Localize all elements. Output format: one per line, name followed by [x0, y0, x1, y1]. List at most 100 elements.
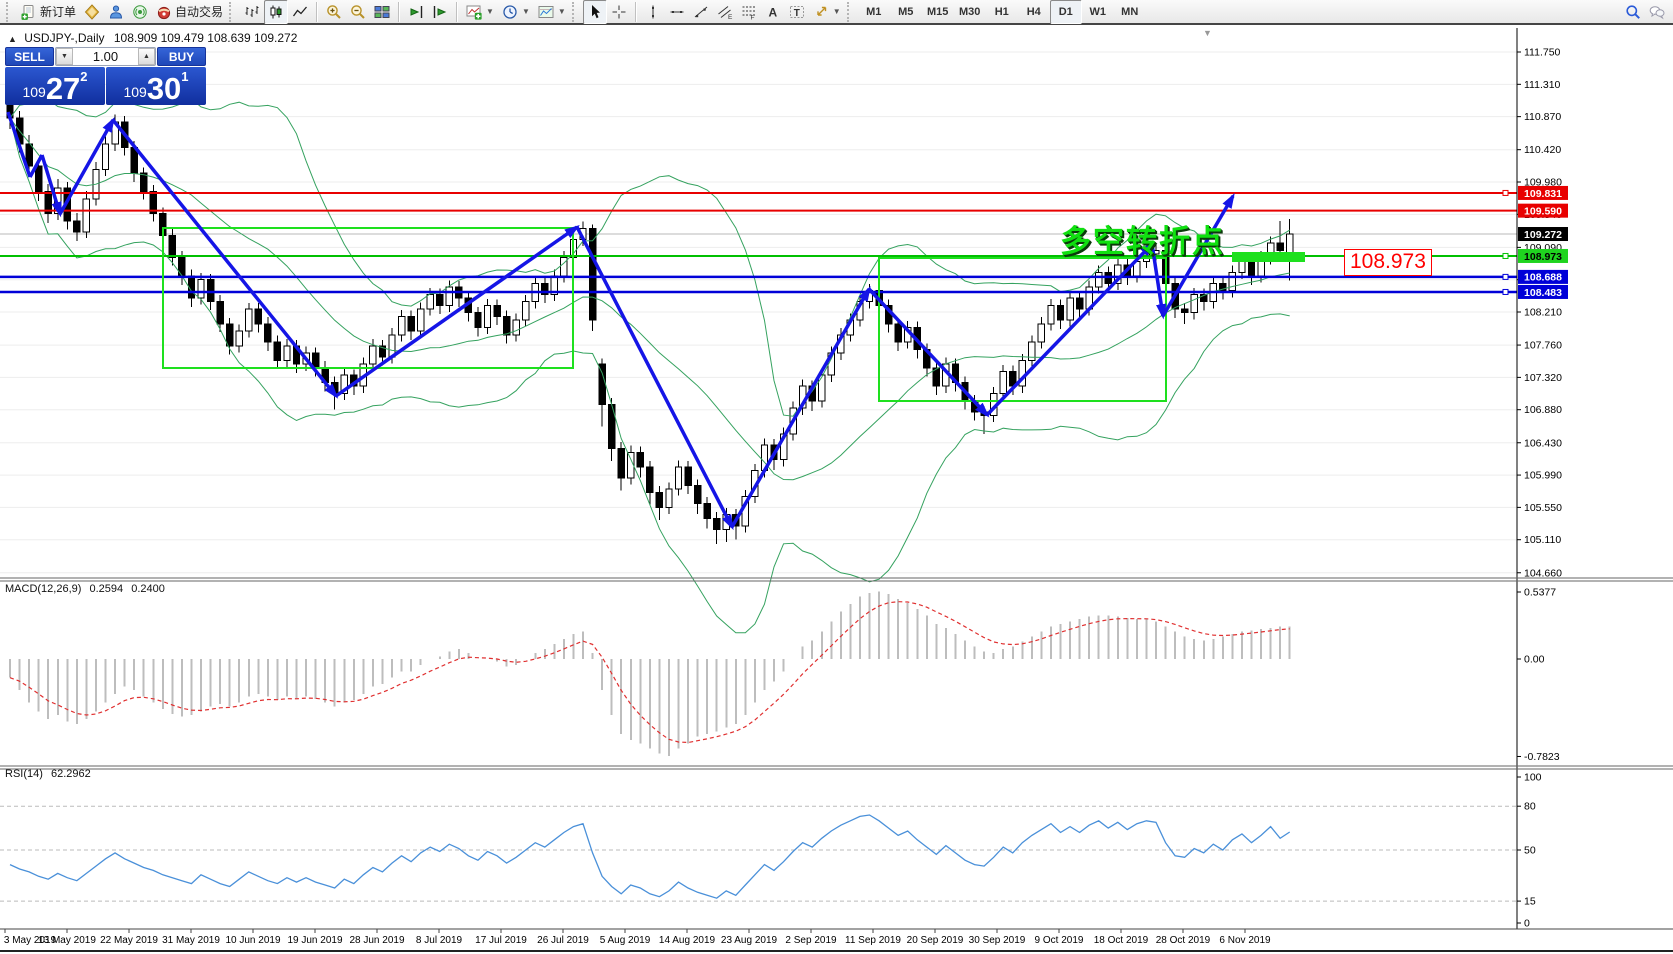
timeframe-button-H4[interactable]: H4 [1026, 5, 1041, 18]
chat-icon [1649, 5, 1665, 19]
trend-arrow[interactable] [730, 285, 871, 528]
trend-arrow[interactable] [334, 224, 580, 398]
chart-annotation-text[interactable]: 多空转折点 [1060, 224, 1225, 259]
timeframe-button-H1[interactable]: H1 [994, 5, 1009, 18]
channel-button[interactable]: E [713, 0, 737, 24]
axis-price-label-text: 108.973 [1524, 251, 1562, 263]
templates-button[interactable]: ▼ [534, 0, 570, 24]
trendline-button[interactable] [689, 0, 713, 24]
hline-handle[interactable] [1502, 189, 1509, 196]
toolbar-separator [316, 1, 319, 22]
timeframe-button-M15[interactable]: M15 [927, 5, 949, 18]
text-button[interactable]: A [761, 0, 785, 24]
auto-scroll-button[interactable] [404, 0, 428, 24]
sell-button[interactable]: SELL [5, 47, 54, 66]
bollinger-band [9, 117, 1290, 481]
tile-windows-button[interactable] [370, 0, 394, 24]
arrows-button[interactable]: ▼ [809, 0, 845, 24]
market-watch-button[interactable] [104, 0, 128, 24]
bar-chart-button[interactable] [240, 0, 264, 24]
candle-body [1028, 341, 1036, 361]
volume-up-button[interactable]: ▲ [138, 48, 155, 65]
toolbar-separator [456, 1, 459, 22]
chart-area[interactable]: 111.750 111.310 110.870 110.420 109.980 109.5… [0, 27, 1673, 954]
candle-body [693, 484, 702, 505]
zoom-out-button[interactable] [346, 0, 370, 24]
date-label: 11 Sep 2019 [845, 935, 901, 946]
data-window-button[interactable] [80, 0, 104, 24]
timeframe-button-M5[interactable]: M5 [898, 5, 914, 18]
range-box[interactable] [162, 227, 574, 369]
trend-arrow[interactable] [40, 154, 62, 218]
hline-handle[interactable] [1502, 273, 1509, 280]
fibo-button[interactable]: F [737, 0, 761, 24]
trend-arrow[interactable] [985, 241, 1155, 417]
date-label: 18 Oct 2019 [1094, 935, 1149, 946]
timeframe-button-MN[interactable]: MN [1121, 5, 1139, 18]
chart-shift-button[interactable] [428, 0, 452, 24]
cursor-button[interactable] [582, 0, 607, 24]
timeframe-button-D1[interactable]: D1 [1049, 0, 1082, 24]
candle-body [369, 345, 377, 365]
line-chart-button[interactable] [288, 0, 312, 24]
highlight-bar[interactable] [1232, 252, 1305, 262]
range-box[interactable] [878, 257, 1167, 402]
volume-input[interactable] [73, 48, 138, 65]
cursor-icon [591, 4, 600, 18]
label-button[interactable]: T [785, 0, 809, 24]
candle-body [407, 315, 415, 332]
vline-button[interactable] [641, 0, 665, 24]
volume-down-button[interactable]: ▼ [56, 48, 73, 65]
hline-handle[interactable] [1502, 288, 1509, 295]
axis-price-label-text: 109.590 [1524, 205, 1562, 217]
trend-arrow[interactable] [28, 154, 44, 178]
new-order-button[interactable]: 新订单 [17, 0, 80, 24]
indicators-button[interactable]: ▼ [462, 0, 498, 24]
candlestick-chart-button[interactable] [264, 0, 289, 24]
candle-body [522, 301, 530, 321]
candle-body [1056, 304, 1065, 321]
signals-button[interactable] [128, 0, 152, 24]
price-tick-label: 108.210 [1524, 307, 1562, 319]
rsi-tick-label: 80 [1524, 801, 1536, 813]
search-button[interactable] [1621, 0, 1645, 24]
sell-price-display[interactable]: 109 27 2 [5, 67, 105, 105]
collapse-triangle-icon[interactable]: ▲ [8, 34, 17, 44]
candle-body [264, 323, 272, 343]
candle-body [493, 304, 501, 317]
price-tick-label: 107.320 [1524, 372, 1562, 384]
trend-arrow[interactable] [1161, 192, 1235, 317]
trend-arrow[interactable] [6, 111, 32, 178]
trend-arrow[interactable] [575, 226, 734, 531]
arrows-icon [817, 6, 826, 16]
date-label: 3 May 2019 [4, 935, 57, 946]
indicators-icon [466, 5, 482, 20]
trend-arrow[interactable] [1150, 243, 1167, 320]
autotrading-button[interactable]: 自动交易 [152, 0, 227, 24]
candle-body [703, 503, 711, 519]
date-label: 6 Nov 2019 [1219, 935, 1271, 946]
candle-body [1180, 308, 1189, 314]
macd-histogram [9, 591, 1291, 757]
candle-body [1066, 297, 1074, 321]
hline-handle[interactable] [1502, 252, 1509, 259]
trend-arrow[interactable] [58, 116, 115, 215]
chart-shift-marker-icon[interactable]: ▼ [1203, 28, 1212, 38]
buy-price-display[interactable]: 109 30 1 [106, 67, 206, 105]
periods-button[interactable]: ▼ [498, 0, 534, 24]
timeframe-button-M30[interactable]: M30 [959, 5, 981, 18]
crosshair-button[interactable] [607, 0, 631, 24]
timeframe-button-M1[interactable]: M1 [866, 5, 882, 18]
zoom-in-button[interactable] [322, 0, 346, 24]
candle-body [1190, 293, 1198, 314]
timeframe-button-W1[interactable]: W1 [1089, 5, 1106, 18]
text-a-icon: A [768, 5, 777, 19]
trend-arrow[interactable] [867, 287, 990, 418]
price-tag-label[interactable]: 108.973 [1344, 249, 1432, 276]
chat-button[interactable] [1645, 0, 1669, 24]
buy-button[interactable]: BUY [157, 47, 206, 66]
candle-body [1247, 260, 1256, 277]
hline-button[interactable] [665, 0, 689, 24]
trend-arrow[interactable] [111, 118, 339, 399]
sell-price-sup: 2 [80, 69, 88, 84]
